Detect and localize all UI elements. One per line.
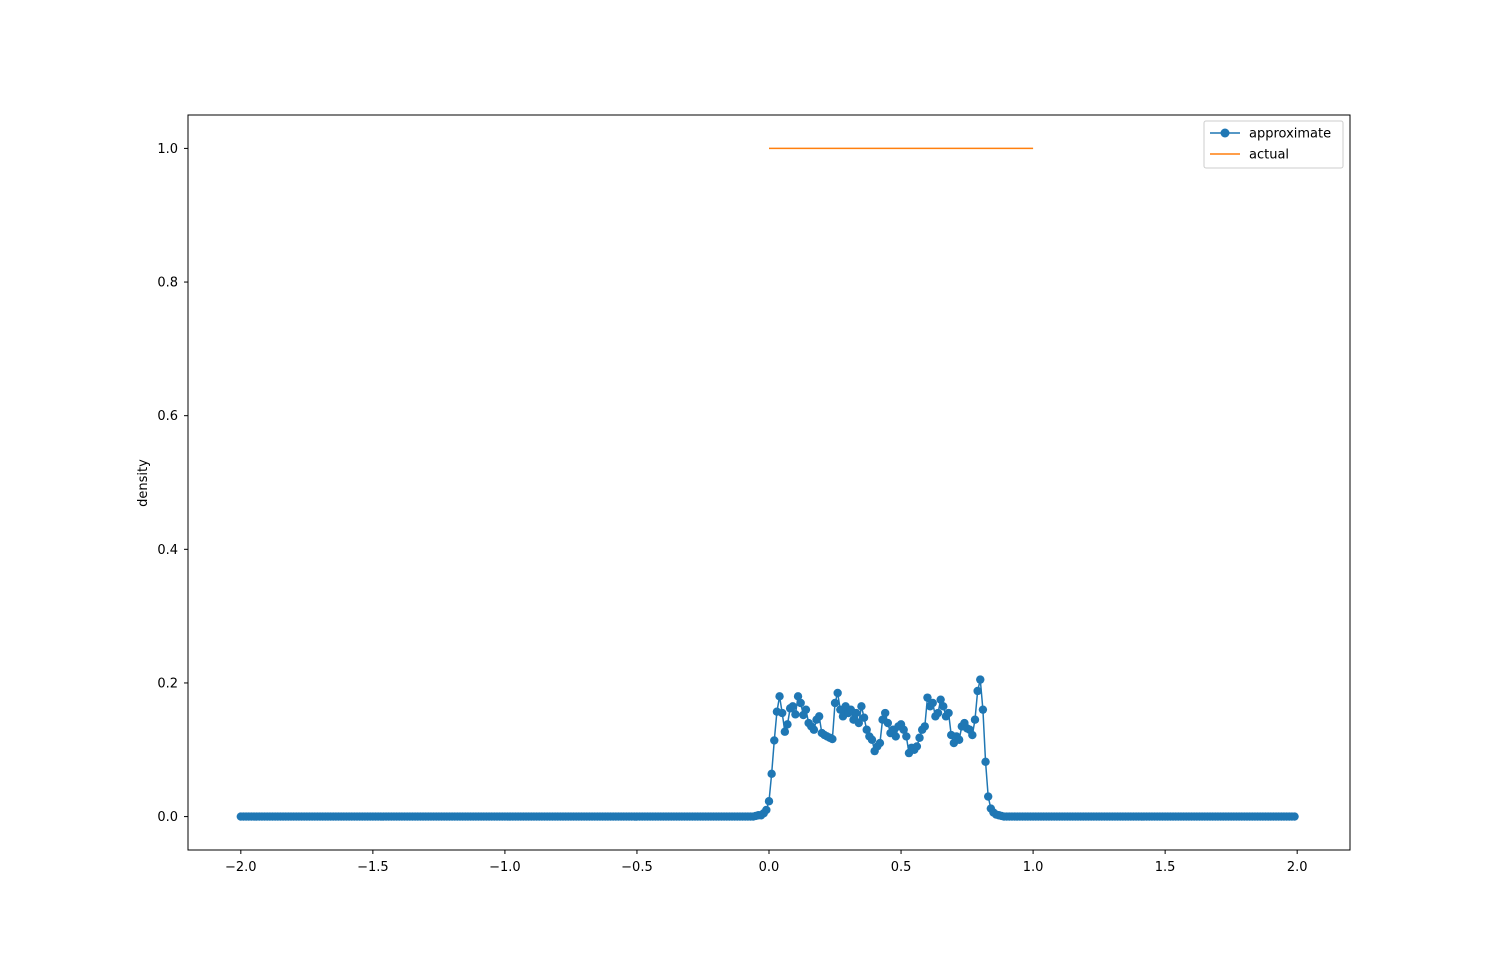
data-point-approximate <box>891 732 900 741</box>
data-point-approximate <box>867 735 877 744</box>
y-tick-label: 0.6 <box>157 409 178 424</box>
data-point-approximate <box>954 735 964 744</box>
data-point-approximate <box>923 693 932 702</box>
x-tick-label: 0.5 <box>891 860 912 875</box>
data-point-approximate <box>767 769 776 779</box>
data-point-approximate <box>936 695 945 704</box>
legend-marker-approximate <box>1220 128 1230 138</box>
data-point-approximate <box>857 702 866 711</box>
data-point-approximate <box>814 712 824 721</box>
data-point-approximate <box>862 725 871 734</box>
data-point-approximate <box>783 720 792 729</box>
data-point-approximate <box>788 702 797 711</box>
data-point-approximate <box>859 713 869 722</box>
y-tick-label: 1.0 <box>157 142 178 157</box>
x-tick-label: 0.0 <box>759 860 780 875</box>
data-point-approximate <box>854 718 863 728</box>
data-point-approximate <box>978 705 988 714</box>
plot-area <box>236 147 1299 821</box>
data-point-approximate <box>976 675 985 684</box>
y-tick-label: 0.0 <box>157 810 178 825</box>
data-point-approximate <box>899 725 908 734</box>
data-point-approximate <box>1290 812 1299 821</box>
y-axis: 0.0 0.2 0.4 0.6 0.8 1.0 <box>157 142 188 825</box>
legend: approximate actual <box>1203 120 1344 169</box>
data-point-approximate <box>939 702 948 711</box>
y-axis-title: density <box>136 459 151 507</box>
data-point-approximate <box>915 733 924 742</box>
data-point-approximate <box>780 727 790 736</box>
data-point-approximate <box>912 742 922 751</box>
data-point-approximate <box>793 692 803 701</box>
x-axis: −2.0 −1.5 −1.0 −0.5 0.0 0.5 1.0 1.5 2.0 <box>225 850 1308 875</box>
data-point-approximate <box>770 736 779 745</box>
data-point-approximate <box>883 718 893 728</box>
y-tick-label: 0.4 <box>157 543 178 558</box>
x-tick-label: 2.0 <box>1287 860 1308 875</box>
data-point-approximate <box>981 757 990 766</box>
data-point-approximate <box>775 692 784 701</box>
data-point-approximate <box>970 715 980 724</box>
x-tick-label: −1.0 <box>489 860 521 875</box>
data-point-approximate <box>830 698 840 708</box>
y-tick-label: 0.2 <box>157 676 178 691</box>
data-point-approximate <box>778 708 787 718</box>
x-tick-label: −0.5 <box>621 860 653 875</box>
data-point-approximate <box>762 805 771 815</box>
data-point-approximate <box>902 732 911 741</box>
data-point-approximate <box>833 688 842 698</box>
data-point-approximate <box>796 698 805 708</box>
series-markers-approximate <box>236 675 1299 821</box>
data-point-approximate <box>828 734 837 744</box>
legend-label-approximate: approximate <box>1249 127 1331 142</box>
x-tick-label: −2.0 <box>225 860 257 875</box>
data-point-approximate <box>801 705 811 714</box>
legend-label-actual: actual <box>1249 148 1289 163</box>
x-tick-label: 1.0 <box>1023 860 1044 875</box>
data-point-approximate <box>920 722 930 731</box>
data-point-approximate <box>791 710 800 719</box>
x-tick-label: 1.5 <box>1155 860 1176 875</box>
data-point-approximate <box>973 686 982 696</box>
y-tick-label: 0.8 <box>157 276 178 291</box>
data-point-approximate <box>944 708 953 718</box>
data-point-approximate <box>809 725 819 734</box>
data-point-approximate <box>928 698 937 708</box>
data-point-approximate <box>881 708 890 718</box>
data-point-approximate <box>968 730 977 740</box>
data-point-approximate <box>875 738 885 748</box>
data-point-approximate <box>984 792 993 801</box>
data-point-approximate <box>851 708 861 718</box>
data-point-approximate <box>933 708 943 718</box>
x-tick-label: −1.5 <box>357 860 389 875</box>
data-point-approximate <box>764 797 774 806</box>
